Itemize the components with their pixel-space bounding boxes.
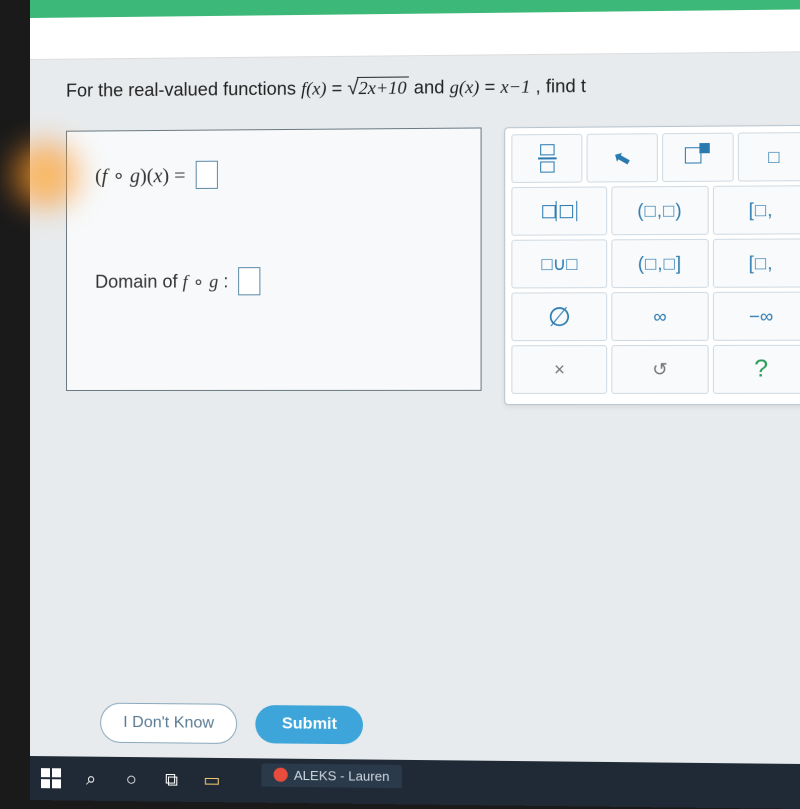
domain-circ: ∘ bbox=[188, 271, 209, 291]
sqrt-button[interactable]: □ bbox=[738, 132, 800, 182]
q-g-lhs: g(x) bbox=[450, 77, 480, 98]
q-suffix: , find t bbox=[536, 76, 587, 97]
q-g-rhs: x−1 bbox=[500, 76, 530, 97]
palette-row-2: (□,□) [□, bbox=[511, 185, 800, 235]
aleks-icon bbox=[274, 768, 288, 782]
undo-button[interactable]: ↺ bbox=[612, 345, 709, 394]
open-interval-button[interactable]: (□,□) bbox=[612, 186, 709, 235]
cortana-button[interactable]: ○ bbox=[120, 768, 142, 790]
palette-row-1: ⬉ □ bbox=[511, 132, 800, 183]
power-button[interactable] bbox=[662, 133, 734, 182]
sqrt-palette-icon: □ bbox=[768, 146, 779, 168]
content-area: For the real-valued functions f(x) = 2x+… bbox=[30, 52, 800, 405]
q-mid: and bbox=[414, 77, 450, 98]
symbol-palette: ⬉ □ (□,□) [□, □∪□ (□,□] [□, ∅ bbox=[504, 125, 800, 405]
union-label: □∪□ bbox=[541, 253, 577, 274]
app-toolbar bbox=[30, 9, 800, 60]
fraction-button[interactable] bbox=[511, 134, 582, 183]
help-icon: ? bbox=[754, 355, 768, 384]
closed-open-button[interactable]: [□, bbox=[713, 185, 800, 235]
i-dont-know-button[interactable]: I Don't Know bbox=[100, 703, 237, 744]
q-eq1: = bbox=[332, 78, 348, 98]
palette-row-3: □∪□ (□,□] [□, bbox=[511, 238, 800, 288]
fog-answer-input[interactable] bbox=[196, 161, 218, 189]
footer-buttons: I Don't Know Submit bbox=[100, 703, 363, 746]
paren-open: ( bbox=[95, 165, 102, 187]
windows-icon bbox=[41, 768, 61, 788]
fog-circ: ∘ bbox=[107, 165, 130, 187]
infinity-button[interactable]: ∞ bbox=[612, 292, 709, 341]
aleks-tab-label: ALEKS - Lauren bbox=[294, 767, 390, 783]
help-button[interactable]: ? bbox=[713, 345, 800, 394]
open-interval-label: (□,□) bbox=[637, 200, 682, 222]
neg-infinity-button[interactable]: −∞ bbox=[713, 292, 800, 341]
work-row: (f ∘ g)(x) = Domain of f ∘ g : bbox=[66, 125, 800, 405]
closed-label: [□, bbox=[749, 252, 774, 274]
paren-close-open: )( bbox=[140, 165, 153, 187]
domain-label: Domain of bbox=[95, 271, 183, 291]
open-closed-button[interactable]: (□,□] bbox=[612, 239, 709, 288]
union-button[interactable]: □∪□ bbox=[511, 239, 607, 288]
q-prefix: For the real-valued functions bbox=[66, 78, 301, 100]
q-f-lhs: f(x) bbox=[301, 78, 326, 98]
abs-label bbox=[542, 200, 577, 222]
fog-expression-line: (f ∘ g)(x) = bbox=[95, 159, 452, 190]
windows-start-button[interactable] bbox=[40, 767, 62, 789]
closed-open-label: [□, bbox=[749, 199, 774, 221]
fog-eq: = bbox=[174, 164, 185, 186]
fog-g: g bbox=[130, 165, 140, 187]
sqrt-icon: 2x+10 bbox=[347, 76, 408, 100]
fog-x: x bbox=[153, 165, 162, 187]
domain-g: g bbox=[209, 271, 218, 291]
close-button[interactable]: × bbox=[511, 345, 607, 394]
neg-infinity-label: −∞ bbox=[749, 305, 773, 327]
q-sqrt-body: 2x+10 bbox=[357, 76, 409, 99]
fraction-icon bbox=[538, 144, 557, 172]
empty-set-button[interactable]: ∅ bbox=[511, 292, 607, 341]
palette-row-5: × ↺ ? bbox=[511, 345, 800, 394]
closed-button[interactable]: [□, bbox=[713, 238, 800, 287]
q-eq2: = bbox=[484, 77, 500, 97]
abs-button[interactable] bbox=[511, 186, 607, 235]
domain-colon: : bbox=[218, 271, 228, 291]
open-closed-label: (□,□] bbox=[638, 253, 682, 275]
screen: For the real-valued functions f(x) = 2x+… bbox=[30, 0, 800, 809]
cursor-icon: ⬉ bbox=[611, 143, 634, 172]
answer-box: (f ∘ g)(x) = Domain of f ∘ g : bbox=[66, 127, 482, 391]
paren-close: ) bbox=[162, 165, 169, 187]
submit-button[interactable]: Submit bbox=[256, 705, 364, 744]
explorer-button[interactable]: ▭ bbox=[201, 769, 223, 791]
question-text: For the real-valued functions f(x) = 2x+… bbox=[66, 73, 800, 103]
palette-row-4: ∅ ∞ −∞ bbox=[511, 292, 800, 342]
aleks-tab[interactable]: ALEKS - Lauren bbox=[261, 763, 401, 788]
empty-set-label: ∅ bbox=[548, 301, 571, 333]
search-button[interactable]: ⌕ bbox=[80, 768, 102, 790]
power-icon bbox=[684, 147, 711, 169]
close-icon: × bbox=[554, 359, 565, 380]
taskbar: ⌕ ○ ⧉ ▭ ALEKS - Lauren bbox=[30, 756, 800, 809]
ambient-glow bbox=[0, 130, 90, 220]
task-view-button[interactable]: ⧉ bbox=[160, 768, 182, 790]
infinity-label: ∞ bbox=[653, 306, 666, 327]
domain-line: Domain of f ∘ g : bbox=[95, 266, 452, 295]
cursor-button[interactable]: ⬉ bbox=[587, 133, 658, 182]
domain-answer-input[interactable] bbox=[238, 267, 260, 295]
undo-icon: ↺ bbox=[652, 359, 668, 380]
